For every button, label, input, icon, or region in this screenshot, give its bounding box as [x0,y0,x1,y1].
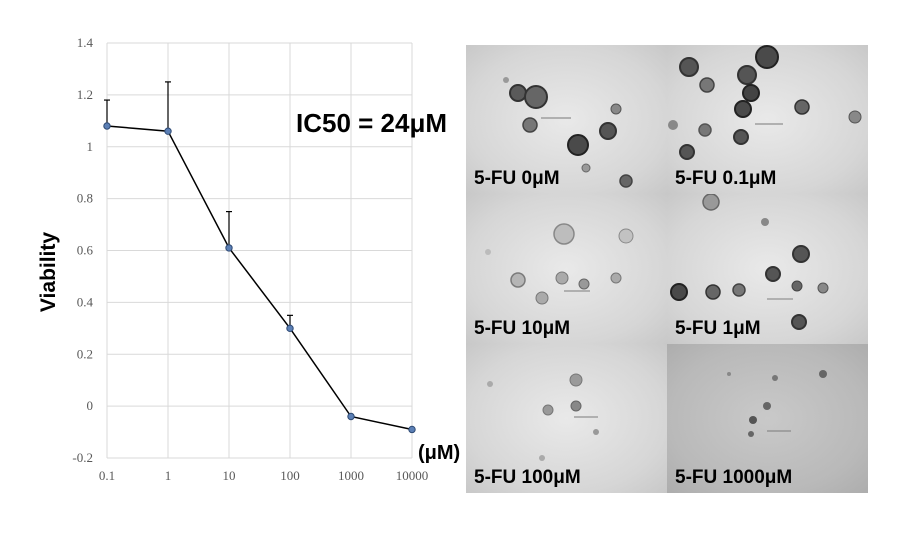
x-tick-labels: 0.1 1 10 100 1000 10000 [99,468,428,483]
data-point [408,425,416,434]
x-tick-label: 1 [165,468,172,483]
cell-image [727,370,827,437]
viability-chart: -0.2 0 0.2 0.4 0.6 0.8 1 1.2 1.4 0.1 1 10 100 1000 10… [37,35,460,483]
gridlines [106,42,413,459]
x-tick-label: 100 [280,468,300,483]
panel-100um: 5-FU 100μM [466,344,667,493]
y-tick-label: -0.2 [72,450,93,465]
cell-image [487,373,599,461]
data-point [347,412,355,421]
y-tick-labels: -0.2 0 0.2 0.4 0.6 0.8 1 1.2 1.4 [72,35,93,465]
y-tick-label: 1.2 [77,87,93,102]
panel-label: 5-FU 100μM [474,467,581,488]
cell-image [485,223,634,305]
panel-label: 5-FU 1μM [675,318,761,339]
y-tick-label: 1.4 [77,35,94,50]
series-line [106,125,413,431]
data-point [164,127,172,135]
y-tick-label: 0.6 [77,243,94,258]
x-unit-label: (μM) [418,442,460,464]
cell-image [670,194,829,330]
y-tick-label: 0.8 [77,191,93,206]
panel-10um: 5-FU 10μM [466,194,667,344]
y-tick-label: 0.4 [77,294,94,309]
cell-image [668,45,862,160]
y-axis-label: Viability [37,232,60,312]
panel-0-1um: 5-FU 0.1μM [667,45,868,194]
data-point [225,244,233,252]
x-tick-label: 10 [223,468,236,483]
data-point [286,324,294,333]
panel-label: 5-FU 0μM [474,168,560,189]
panel-0um: 5-FU 0μM [466,45,667,194]
panel-1000um: 5-FU 1000μM [667,344,868,493]
panel-label: 5-FU 1000μM [675,467,793,488]
data-points [103,122,416,434]
y-tick-label: 0.2 [77,346,93,361]
x-tick-label: 10000 [396,468,429,483]
panel-label: 5-FU 0.1μM [675,168,777,189]
cell-image [503,77,633,188]
panel-1um: 5-FU 1μM [667,194,868,344]
x-tick-label: 0.1 [99,468,115,483]
y-tick-label: 1 [87,139,94,154]
data-point [103,122,111,130]
panel-label: 5-FU 10μM [474,318,571,339]
x-tick-label: 1000 [338,468,364,483]
ic50-annotation: IC50 = 24μM [296,108,448,138]
y-tick-label: 0 [87,398,94,413]
microscopy-panels: 5-FU 0μM 5-FU 0.1μM [466,45,868,493]
error-bars [104,81,293,329]
